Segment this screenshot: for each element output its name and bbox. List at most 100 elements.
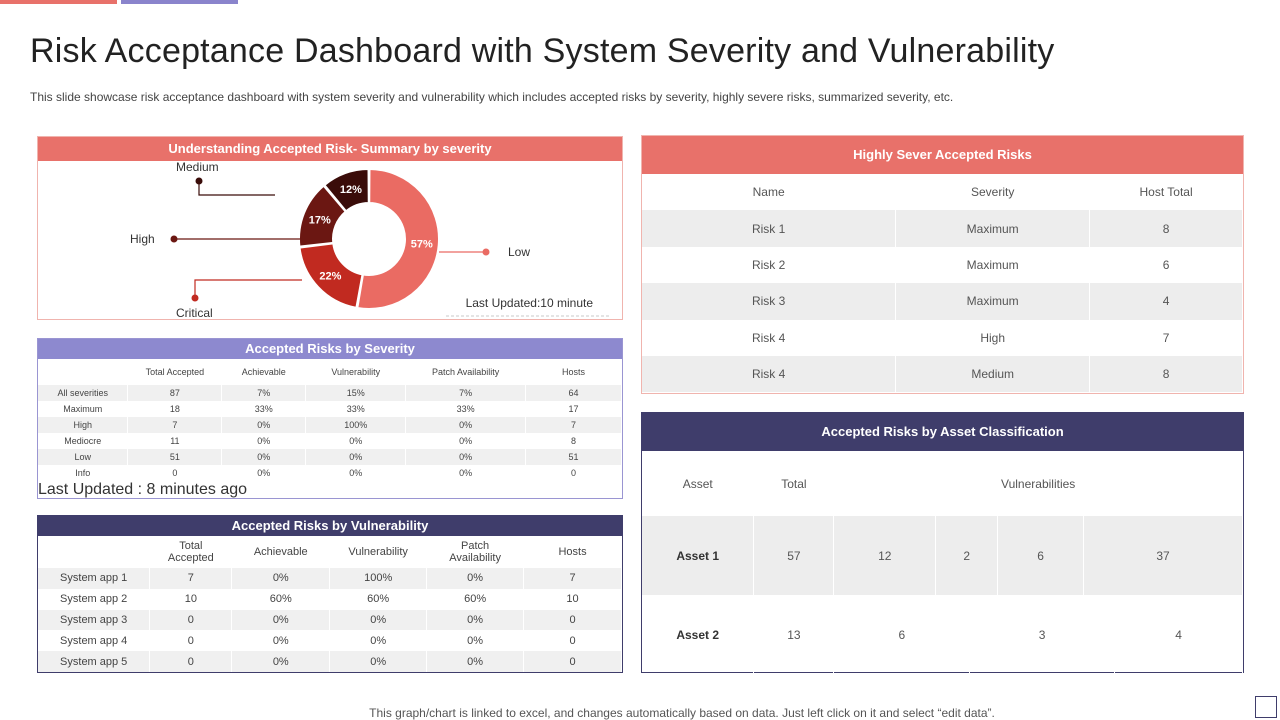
table-cell: High [38,417,129,433]
highly-severe-table: Name Severity Host Total Risk 1 Maximum 8 … [642,174,1243,393]
asset-col-vulnerabilities: Vulnerabilities [833,451,1243,516]
page-subtitle: This slide showcase risk acceptance dash… [30,90,954,104]
leader-dot-medium [195,177,203,185]
table-cell: 0% [405,449,527,465]
table-cell: 0% [221,417,307,433]
table-cell: 0% [221,433,307,449]
table-cell: All severities [38,385,129,401]
highly-severe-panel: Highly Sever Accepted Risks Name Severit… [641,135,1244,394]
table-cell: 12 [833,516,937,595]
asset-classification-table: Asset Total Vulnerabilities Asset 1 57 1… [642,451,1243,674]
table-cell: 0% [426,630,525,652]
table-cell: 33% [405,401,527,417]
table-cell: 6 [1089,246,1243,284]
table-cell: 7 [127,417,223,433]
table-row: System app 3 0 0% 0% 0% 0 [38,609,622,631]
table-row: Risk 4 Medium 8 [642,355,1243,393]
donut-last-updated: Last Updated:10 minute [466,296,594,310]
table-cell: 60% [329,588,428,610]
table-cell: 87 [127,385,223,401]
table-cell: 0% [426,568,525,589]
table-cell: High [895,319,1091,356]
corner-checkbox[interactable] [1255,696,1277,718]
category-label-high: High [130,232,155,246]
table-cell: Risk 2 [642,246,897,284]
asset-classification-title: Accepted Risks by Asset Classification [642,413,1243,451]
table-row: System app 1 7 0% 100% 0% 7 [38,568,622,589]
table-cell: 7 [149,568,233,589]
table-row: Low 51 0% 0% 0% 51 [38,449,622,465]
table-cell: 51 [525,449,622,465]
table-cell: 0% [221,449,307,465]
table-row: High 7 0% 100% 0% 7 [38,417,622,433]
leader-dot-low [482,248,490,256]
table-cell: 0% [329,630,428,652]
table-cell: 15% [305,385,407,401]
table-cell: System app 5 [38,651,151,672]
table-cell: Asset 2 [642,595,755,674]
table-cell: 60% [426,588,525,610]
table-cell: 33% [221,401,307,417]
table-row: Mediocre 11 0% 0% 0% 8 [38,433,622,449]
table-cell: Risk 1 [642,210,897,247]
table-cell: 0 [127,465,223,481]
severity-col-patch: Patch Availability [405,359,527,385]
table-cell: 37 [1083,516,1243,595]
table-cell: 10 [523,588,622,610]
vulnerability-col-vulnerability: Vulnerability [329,536,428,568]
table-cell: 7 [1089,319,1243,356]
table-cell: 0% [405,417,527,433]
table-cell: 0% [231,651,331,672]
severe-col-host-total: Host Total [1089,174,1243,211]
table-row: Risk 3 Maximum 4 [642,283,1243,320]
table-cell: 64 [525,385,622,401]
table-cell: 0% [231,630,331,652]
table-row: Asset 1 57 12 2 6 37 [642,516,1243,595]
donut-slice-low[interactable] [356,167,440,310]
table-cell: 4 [1089,283,1243,320]
table-cell: 4 [1114,595,1243,674]
table-cell: System app 3 [38,609,151,631]
table-cell: System app 4 [38,630,151,652]
table-cell: 13 [753,595,835,674]
table-cell: Risk 4 [642,355,897,393]
table-cell: 0 [523,651,622,672]
table-cell: 0% [231,568,331,589]
footer-note: This graph/chart is linked to excel, and… [369,706,995,720]
table-cell: 0% [231,609,331,631]
category-label-low: Low [508,245,530,259]
severity-col-hosts: Hosts [525,359,622,385]
vulnerability-col-achievable: Achievable [231,536,331,568]
donut-slice-critical[interactable] [298,242,364,310]
table-cell: Maximum [895,210,1091,247]
table-cell: 0% [405,465,527,481]
severe-col-severity: Severity [895,174,1091,211]
table-cell: 0 [149,651,233,672]
table-cell: 0 [149,609,233,631]
severity-donut-chart[interactable]: 57% 22% 17% 12% Low Critical High Medium Last Up… [38,161,622,319]
table-cell: 0% [305,449,407,465]
table-cell: 0 [525,465,622,481]
severity-col-total: Total Accepted [127,359,223,385]
table-cell: Risk 4 [642,319,897,356]
vulnerability-col-total-label: Total Accepted [167,540,214,564]
table-cell: 7 [525,417,622,433]
table-cell: 0% [329,651,428,672]
table-cell: 8 [525,433,622,449]
accent-bar-coral [0,0,117,4]
table-cell: 100% [305,417,407,433]
highly-severe-title: Highly Sever Accepted Risks [642,136,1243,174]
donut-slice-medium[interactable] [322,167,370,213]
table-cell: 7% [405,385,527,401]
table-cell: 33% [305,401,407,417]
vulnerability-col-hosts: Hosts [523,536,622,568]
table-cell: Asset 1 [642,516,755,595]
table-cell: 0% [221,465,307,481]
table-cell: 0% [405,433,527,449]
table-cell: 0% [426,651,525,672]
table-cell: 3 [969,595,1116,674]
vulnerability-col-0 [38,536,151,568]
table-cell: 0% [305,465,407,481]
donut-value-label: 57% [411,239,433,251]
vulnerability-col-total: Total Accepted [149,536,233,568]
